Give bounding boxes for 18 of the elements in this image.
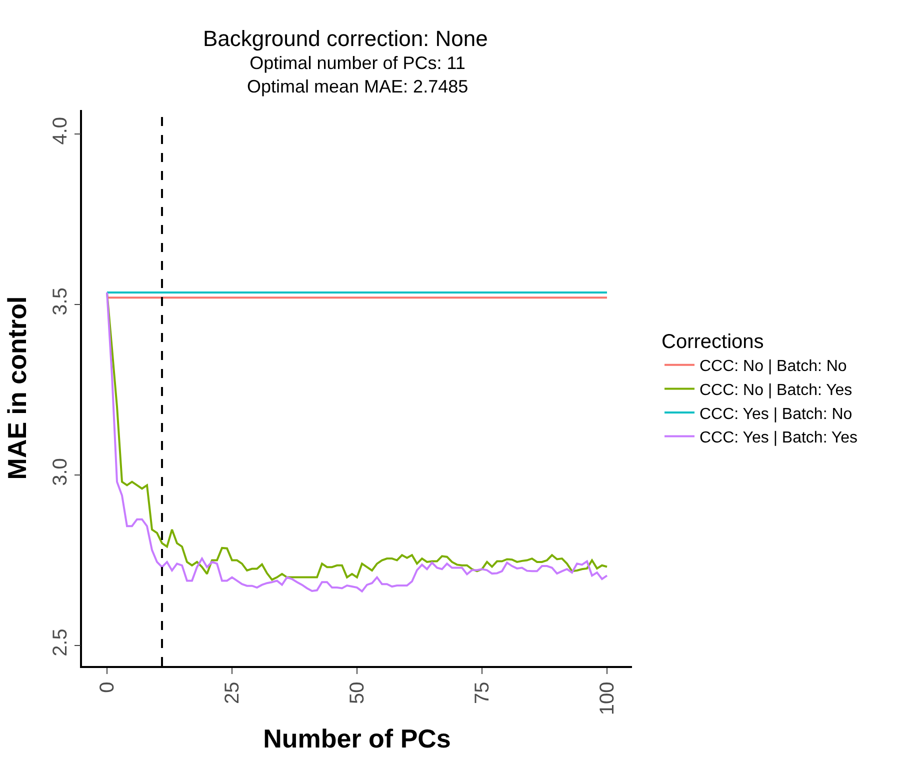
chart-subtitle: Optimal number of PCs: 11 Optimal mean MAE: 2.7485 [247, 53, 468, 96]
legend-label: CCC: No | Batch: Yes [700, 382, 852, 399]
legend-label: CCC: Yes | Batch: Yes [700, 430, 858, 447]
y-tick-label: 2.5 [49, 628, 72, 656]
y-axis-title: MAE in control [2, 296, 32, 480]
chart-title: Background correction: None [202, 26, 488, 51]
x-tick-label: 25 [222, 682, 244, 704]
legend-label: CCC: No | Batch: No [700, 358, 847, 376]
y-tick-label: 3.0 [49, 458, 72, 486]
legend-label: CCC: Yes | Batch: No [700, 406, 852, 423]
x-axis-title: Number of PCs [263, 723, 451, 754]
legend-title: Corrections [662, 331, 764, 353]
x-tick-label: 75 [472, 682, 494, 704]
x-tick-label: 100 [596, 682, 618, 716]
y-tick-label: 3.5 [49, 288, 72, 316]
y-tick-label: 4.0 [49, 116, 72, 145]
x-tick-label: 50 [346, 682, 368, 704]
x-tick-label: 0 [96, 682, 118, 693]
